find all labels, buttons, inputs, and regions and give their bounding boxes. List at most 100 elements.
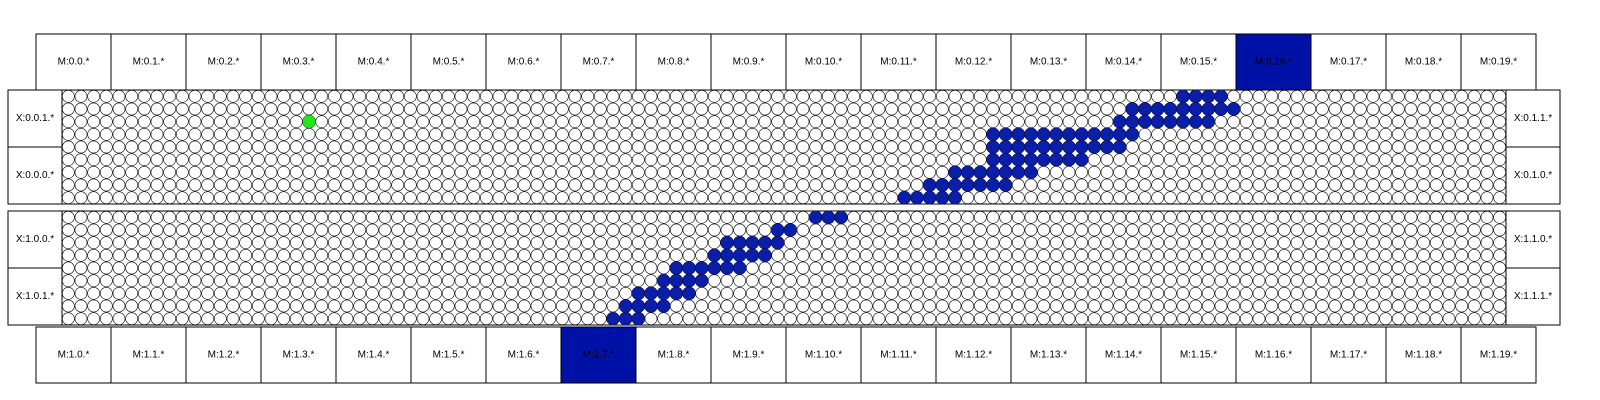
grid-node — [264, 261, 278, 275]
grid-node — [87, 140, 100, 154]
grid-node — [1404, 90, 1418, 103]
grid-node — [1062, 223, 1076, 237]
grid-node — [264, 191, 278, 204]
grid-node — [264, 166, 278, 179]
grid-node — [631, 261, 645, 275]
grid-node — [872, 249, 886, 262]
grid-node — [416, 261, 430, 275]
grid-node — [1315, 128, 1329, 141]
grid-node — [1328, 286, 1342, 300]
grid-node — [1404, 312, 1418, 326]
grid-node — [239, 191, 252, 204]
grid-node — [923, 153, 936, 166]
grid-node — [74, 286, 88, 300]
grid-node — [315, 115, 329, 128]
grid-node — [961, 90, 974, 103]
grid-node — [631, 211, 645, 224]
grid-node — [176, 249, 189, 262]
grid-node — [201, 312, 214, 326]
top-module-label: M:0.3.* — [283, 57, 315, 68]
grid-node — [479, 286, 493, 300]
bottom-module-box — [1310, 326, 1387, 384]
grid-node — [327, 178, 341, 192]
bottom-module-box — [1385, 326, 1462, 384]
grid-node — [226, 249, 240, 262]
grid-node — [644, 274, 658, 288]
grid-node — [74, 211, 88, 224]
grid-node — [1176, 312, 1190, 326]
grid-node — [986, 191, 1000, 204]
grid-node — [1315, 312, 1329, 326]
grid-node — [619, 191, 632, 204]
grid-node — [1113, 274, 1127, 288]
grid-node — [631, 236, 645, 249]
grid-node — [62, 115, 75, 128]
grid-node — [289, 211, 303, 224]
grid-node — [1417, 261, 1431, 275]
grid-node — [543, 166, 556, 179]
grid-node — [1151, 299, 1165, 313]
grid-node — [150, 223, 164, 237]
grid-node — [555, 249, 569, 262]
grid-node — [505, 90, 519, 103]
bottom-module-box — [1085, 326, 1162, 384]
grid-node — [1391, 236, 1405, 249]
grid-node — [327, 274, 341, 288]
grid-node — [631, 166, 645, 179]
grid-node — [340, 90, 354, 103]
path-node — [682, 286, 696, 301]
grid-node — [1277, 236, 1291, 249]
bottom-module-label: M:1.11.* — [880, 350, 917, 361]
grid-node — [1290, 153, 1304, 166]
grid-node — [530, 211, 544, 224]
bottom-module-box — [185, 326, 262, 384]
grid-node — [289, 166, 303, 179]
grid-node — [1480, 236, 1494, 249]
grid-node — [1366, 90, 1380, 103]
grid-node — [1404, 274, 1418, 288]
grid-node — [619, 178, 632, 192]
path-node — [1112, 127, 1127, 142]
bottom-module-label: M:1.18.* — [1405, 350, 1442, 361]
grid-node — [1303, 211, 1317, 224]
grid-node — [188, 191, 202, 204]
grid-node — [1265, 261, 1279, 275]
grid-node — [1328, 166, 1342, 179]
grid-node — [973, 261, 987, 275]
grid-node — [1341, 249, 1355, 262]
grid-node — [695, 286, 708, 300]
grid-node — [505, 261, 519, 275]
grid-node — [809, 153, 822, 166]
grid-node — [1493, 90, 1507, 103]
grid-node — [1011, 261, 1025, 275]
grid-node — [403, 178, 417, 192]
grid-node — [872, 261, 886, 275]
grid-node — [87, 249, 100, 262]
grid-node — [1442, 178, 1456, 192]
grid-node — [100, 90, 113, 103]
grid-node — [555, 102, 569, 116]
grid-node — [1277, 178, 1291, 192]
grid-node — [226, 299, 240, 313]
grid-node — [201, 166, 214, 179]
grid-node — [112, 274, 126, 288]
grid-node — [758, 223, 772, 237]
grid-node — [720, 178, 734, 192]
grid-node — [391, 153, 405, 166]
grid-node — [1315, 178, 1329, 192]
grid-node — [1290, 312, 1304, 326]
grid-node — [1163, 261, 1177, 275]
grid-node — [593, 191, 607, 204]
grid-node — [809, 236, 822, 249]
grid-node — [1303, 261, 1317, 275]
grid-node — [1404, 299, 1418, 313]
grid-node — [1353, 299, 1367, 313]
grid-node — [910, 274, 924, 288]
grid-node — [1100, 299, 1114, 313]
grid-node — [1214, 236, 1228, 249]
grid-node — [1417, 299, 1431, 313]
grid-node — [1353, 274, 1367, 288]
grid-node — [568, 153, 582, 166]
grid-node — [669, 166, 683, 179]
grid-node — [530, 140, 544, 154]
